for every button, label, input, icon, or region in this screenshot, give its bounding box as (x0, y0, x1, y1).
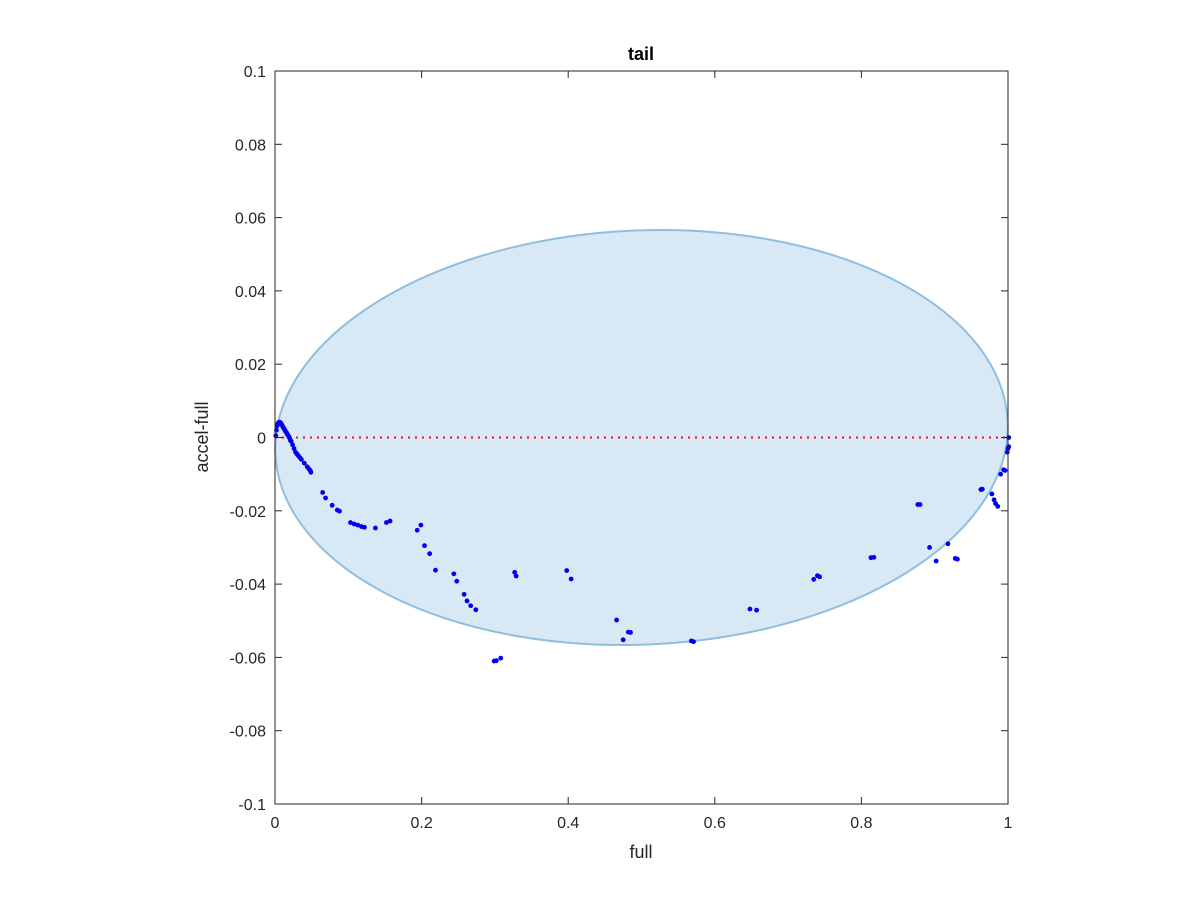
data-point (433, 567, 438, 573)
data-point (989, 491, 995, 497)
data-point (493, 658, 499, 664)
data-point (329, 502, 335, 508)
data-point (451, 571, 457, 577)
data-point (998, 471, 1004, 477)
data-point (461, 591, 467, 597)
data-point (373, 525, 378, 531)
data-point (991, 497, 997, 503)
data-point (298, 457, 304, 462)
data-point (871, 554, 877, 560)
data-point (917, 502, 923, 507)
data-point (427, 551, 433, 557)
y-axis-label: accel-full (192, 401, 212, 472)
y-tick-label: -0.06 (230, 650, 267, 667)
x-tick-label: 0.4 (557, 815, 579, 832)
x-axis-label: full (629, 842, 652, 862)
data-point (464, 598, 470, 604)
y-tick-label: 0.06 (235, 211, 266, 228)
y-tick-label: -0.1 (238, 797, 266, 814)
x-tick-label: 0 (271, 815, 280, 832)
data-point (384, 520, 389, 525)
data-point (454, 578, 460, 584)
data-point (995, 504, 1001, 509)
y-tick-label: 0.02 (235, 357, 266, 374)
data-point (620, 637, 626, 643)
data-point (933, 558, 939, 564)
data-point (468, 603, 474, 609)
data-point (323, 495, 328, 501)
y-tick-label: 0 (257, 431, 266, 448)
y-tick-labels: -0.1 -0.08 -0.06 -0.04 -0.02 0 0.02 0.04 0.06 0.0… (230, 64, 267, 814)
data-point (362, 524, 367, 530)
data-point (691, 639, 696, 645)
data-point (568, 576, 574, 582)
data-point (498, 655, 504, 661)
data-points-layer (273, 419, 1012, 664)
y-tick-label: 0.1 (244, 64, 266, 81)
x-tick-label: 0.6 (704, 815, 726, 832)
data-point (564, 568, 570, 573)
plot-area (273, 71, 1012, 804)
data-point (979, 486, 985, 492)
data-point (348, 520, 353, 525)
ticks-layer (274, 70, 1009, 805)
data-point (927, 545, 932, 550)
x-tick-labels: 0 0.2 0.4 0.6 0.8 1 (271, 815, 1013, 832)
data-point (473, 607, 479, 613)
data-point (320, 490, 326, 495)
data-point (301, 460, 307, 466)
y-tick-label: -0.08 (230, 724, 267, 741)
data-point (422, 543, 427, 549)
data-point (1006, 444, 1012, 450)
x-tick-label: 1 (1004, 815, 1013, 832)
data-point (351, 521, 357, 527)
data-point (811, 576, 817, 582)
data-point (513, 573, 519, 579)
data-point (387, 518, 393, 524)
data-point (628, 630, 633, 635)
y-tick-label: 0.04 (235, 284, 266, 301)
x-tick-label: 0.8 (850, 815, 872, 832)
y-tick-label: 0.08 (235, 137, 266, 154)
data-point (817, 574, 823, 580)
data-point (288, 438, 294, 444)
x-tick-label: 0.2 (410, 815, 432, 832)
data-point (337, 508, 342, 514)
data-point (614, 617, 619, 623)
data-point (747, 606, 753, 612)
y-tick-label: -0.04 (230, 577, 267, 594)
data-point (945, 541, 951, 547)
data-point (512, 569, 518, 575)
y-tick-label: -0.02 (230, 504, 267, 521)
data-point (955, 556, 960, 562)
chart-title: tail (628, 44, 654, 64)
data-point (418, 522, 424, 528)
data-point (1002, 468, 1008, 473)
data-point (291, 446, 297, 451)
data-point (414, 527, 420, 533)
data-point (308, 469, 314, 475)
data-point (355, 522, 361, 528)
data-point (754, 607, 759, 613)
data-point (290, 442, 295, 448)
